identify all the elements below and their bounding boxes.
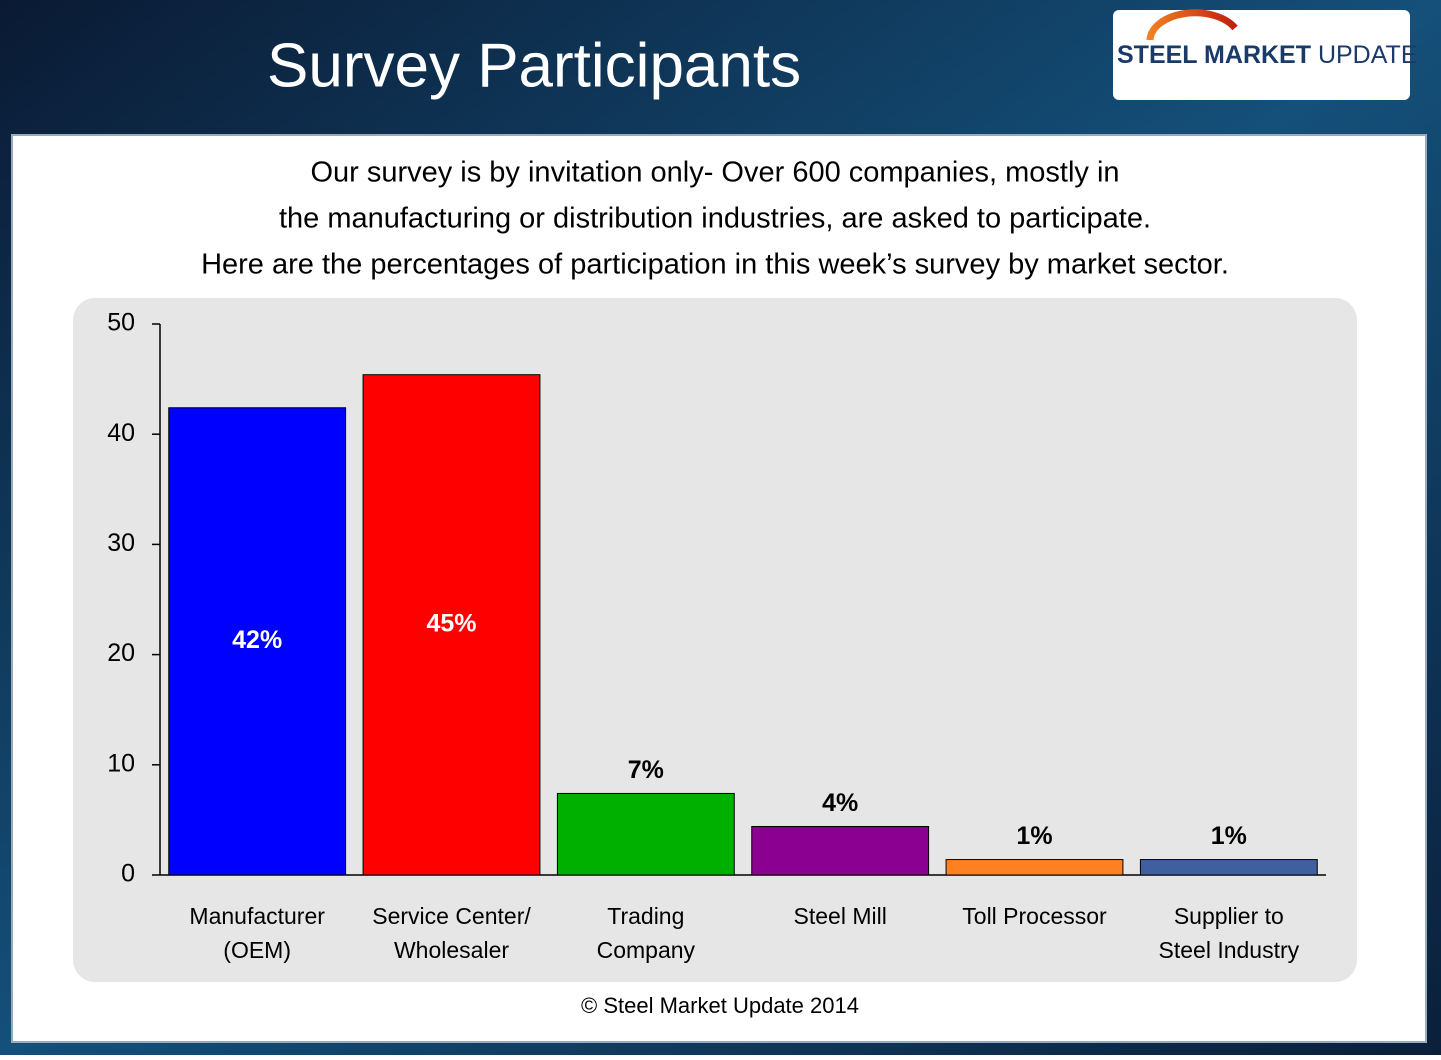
bar xyxy=(556,792,735,876)
chart-title: Survey Participants xyxy=(267,31,801,100)
x-tick-label: (OEM) xyxy=(223,937,291,963)
bar xyxy=(168,407,347,876)
x-tick-label: Trading xyxy=(607,903,684,929)
y-tick-label: 10 xyxy=(107,749,135,777)
y-tick-label: 50 xyxy=(107,309,135,337)
bar xyxy=(1139,859,1318,876)
logo-arc xyxy=(1146,9,1238,41)
bar xyxy=(945,859,1124,876)
x-tick-label: Steel Mill xyxy=(794,903,887,929)
subtitle-line: Our survey is by invitation only- Over 6… xyxy=(310,157,1119,189)
y-tick-label: 20 xyxy=(107,639,135,667)
value-label: 42% xyxy=(232,626,282,654)
value-label: 1% xyxy=(1211,822,1247,850)
value-label: 4% xyxy=(822,789,858,817)
x-tick-label: Wholesaler xyxy=(394,937,509,963)
x-tick-label: Toll Processor xyxy=(962,903,1107,929)
bar xyxy=(362,374,541,876)
logo-text: STEEL MARKET UPDATE xyxy=(1117,41,1418,69)
y-tick-label: 40 xyxy=(107,419,135,447)
x-tick-label: Supplier to xyxy=(1174,903,1284,929)
x-tick-label: Service Center/ xyxy=(372,903,531,929)
x-tick-label: Company xyxy=(597,937,696,963)
logo-strong: STEEL MARKET xyxy=(1117,41,1311,69)
y-tick-label: 0 xyxy=(121,860,135,888)
logo-box xyxy=(1113,10,1410,100)
footer: © Steel Market Update 2014 xyxy=(581,993,859,1018)
value-label: 45% xyxy=(426,609,476,637)
x-tick-label: Steel Industry xyxy=(1159,937,1300,963)
bar xyxy=(751,826,930,876)
y-tick-label: 30 xyxy=(107,529,135,557)
subtitle-line: Here are the percentages of participatio… xyxy=(201,249,1229,281)
value-label: 7% xyxy=(628,756,664,784)
value-label: 1% xyxy=(1016,822,1052,850)
logo-light: UPDATE xyxy=(1318,41,1418,69)
subtitle-line: the manufacturing or distribution indust… xyxy=(279,203,1151,235)
x-tick-label: Manufacturer xyxy=(189,903,325,929)
